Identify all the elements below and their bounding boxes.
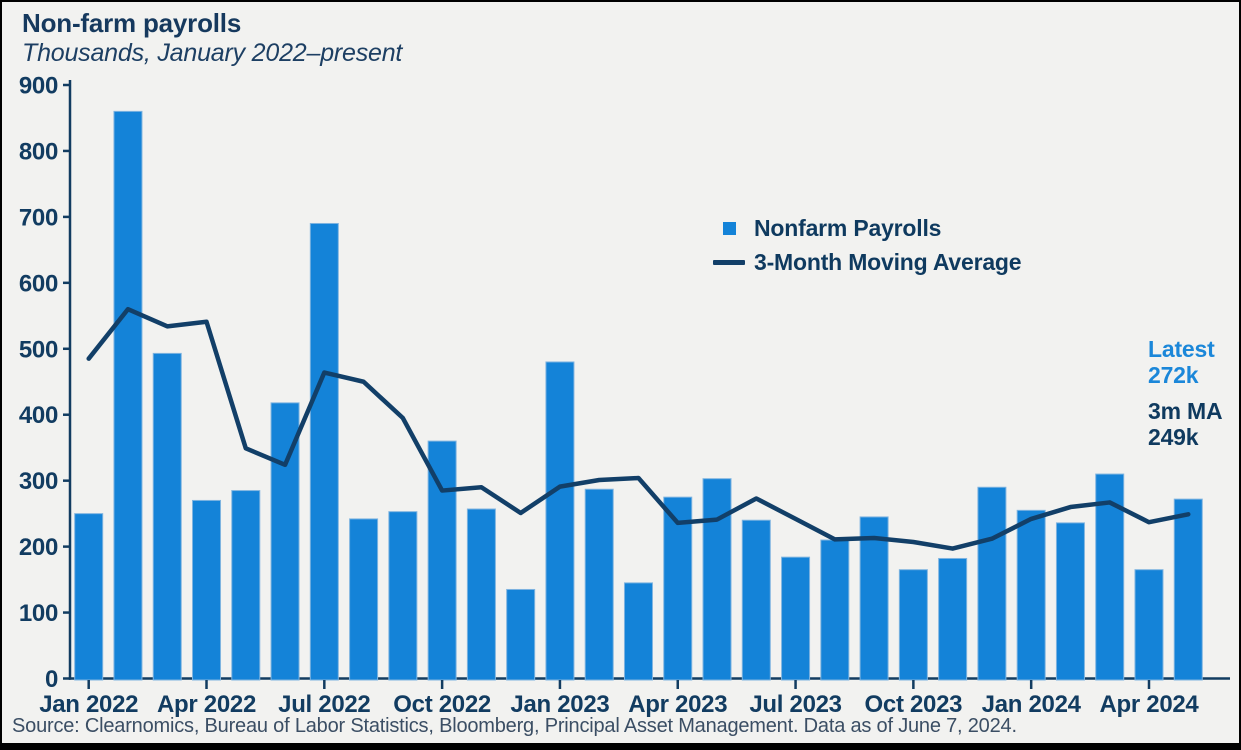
bar-oct-2022 — [427, 440, 457, 681]
latest-label: Latest — [1148, 336, 1215, 362]
y-tick-label-400: 400 — [19, 402, 58, 429]
y-tick-label-500: 500 — [19, 336, 58, 363]
bar-sep-2022 — [388, 511, 418, 681]
bar-may-2024 — [1173, 498, 1203, 681]
legend-label: Nonfarm Payrolls — [754, 215, 942, 241]
y-tick-label-900: 900 — [19, 73, 58, 100]
legend-item-nonfarm-payrolls: Nonfarm Payrolls — [712, 215, 1021, 242]
chart-legend: Nonfarm Payrolls 3-Month Moving Average — [712, 215, 1022, 276]
y-tick-label-100: 100 — [19, 600, 58, 627]
source-line: Source: Clearnomics, Bureau of Labor Sta… — [12, 715, 1017, 737]
bar-nov-2023 — [938, 557, 968, 681]
latest-annotation: Latest 272k — [1148, 336, 1215, 388]
bar-oct-2023 — [898, 569, 928, 681]
ma-value: 249k — [1148, 424, 1199, 450]
y-tick-label-800: 800 — [19, 138, 58, 165]
bar-may-2022 — [231, 490, 261, 681]
x-tick-label-apr-2023: Apr 2023 — [628, 691, 727, 718]
bar-dec-2022 — [506, 588, 536, 681]
legend-item-moving-average: 3-Month Moving Average — [712, 249, 1022, 276]
bar-nov-2022 — [466, 508, 496, 681]
y-tick-label-300: 300 — [19, 468, 58, 495]
page-title: Non-farm payrolls — [22, 8, 242, 38]
x-tick-label-apr-2022: Apr 2022 — [157, 691, 256, 718]
bar-apr-2024 — [1134, 569, 1164, 681]
bar-feb-2024 — [1055, 522, 1085, 681]
x-tick-label-jul-2022: Jul 2022 — [278, 691, 370, 718]
bar-jun-2022 — [270, 402, 300, 681]
bar-jan-2022 — [74, 513, 104, 681]
bar-mar-2023 — [623, 582, 653, 681]
bar-feb-2022 — [113, 110, 143, 681]
bar-dec-2023 — [977, 486, 1007, 681]
y-tick-label-200: 200 — [19, 534, 58, 561]
bar-jun-2023 — [741, 519, 771, 681]
legend-marker-box — [712, 222, 746, 235]
bar-series-swatch-icon — [722, 222, 736, 235]
x-tick-label-jul-2023: Jul 2023 — [749, 691, 841, 718]
bar-mar-2022 — [152, 352, 182, 681]
latest-value: 272k — [1148, 362, 1199, 388]
bar-jul-2022 — [309, 222, 339, 681]
bar-jan-2024 — [1016, 509, 1046, 681]
line-series-swatch-icon — [713, 260, 745, 265]
x-tick-label-jan-2023: Jan 2023 — [510, 691, 609, 718]
ma-label: 3m MA — [1148, 398, 1223, 424]
bar-may-2023 — [702, 478, 732, 681]
bar-aug-2023 — [820, 539, 850, 681]
legend-marker-box — [712, 260, 746, 265]
x-tick-label-apr-2024: Apr 2024 — [1099, 691, 1199, 718]
page-subtitle: Thousands, January 2022–present — [22, 39, 403, 67]
bar-aug-2022 — [349, 518, 379, 681]
bar-sep-2023 — [859, 516, 889, 681]
x-tick-label-jan-2024: Jan 2024 — [982, 691, 1082, 718]
moving-average-annotation: 3m MA 249k — [1148, 398, 1223, 450]
bar-feb-2023 — [584, 488, 614, 681]
bar-apr-2022 — [192, 499, 222, 681]
y-tick-label-0: 0 — [45, 666, 58, 693]
x-tick-label-oct-2023: Oct 2023 — [865, 691, 963, 718]
moving-average-line — [86, 306, 1191, 551]
x-tick-label-oct-2022: Oct 2022 — [393, 691, 491, 718]
y-tick-label-600: 600 — [19, 270, 58, 297]
legend-label: 3-Month Moving Average — [754, 249, 1022, 275]
bar-jul-2023 — [781, 556, 811, 681]
bar-jan-2023 — [545, 361, 575, 681]
x-tick-label-jan-2022: Jan 2022 — [39, 691, 138, 718]
y-tick-label-700: 700 — [19, 204, 58, 231]
